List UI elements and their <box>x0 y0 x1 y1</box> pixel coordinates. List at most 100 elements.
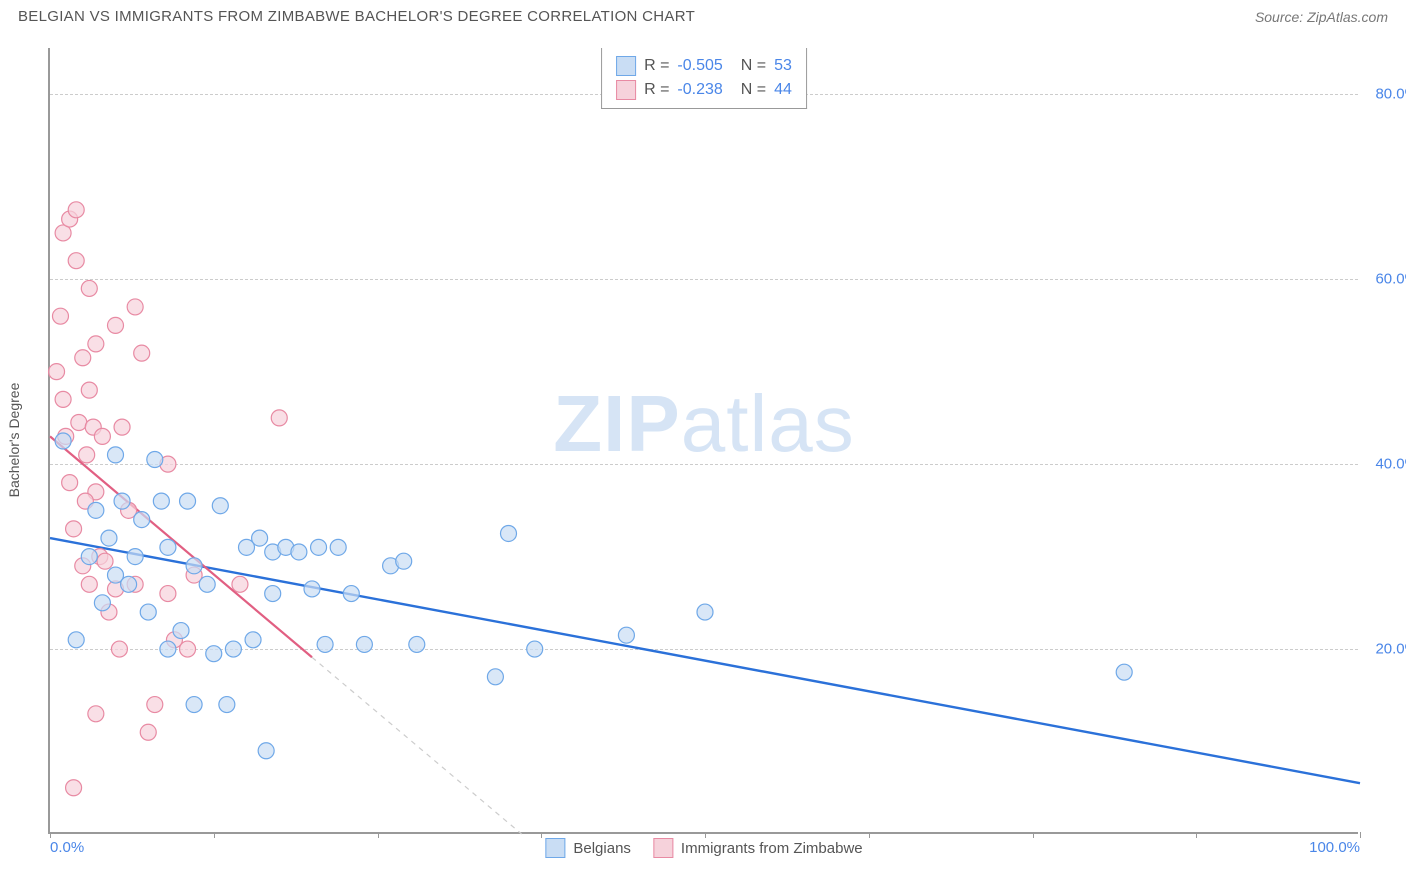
legend-swatch <box>653 838 673 858</box>
data-point <box>304 581 320 597</box>
stats-row: R = -0.505 N = 53 <box>616 54 792 78</box>
data-point <box>68 632 84 648</box>
data-point <box>206 646 222 662</box>
legend-item: Belgians <box>545 838 631 858</box>
data-point <box>88 336 104 352</box>
data-point <box>409 636 425 652</box>
r-label: R = <box>644 54 669 78</box>
y-tick-label: 80.0% <box>1363 86 1406 103</box>
data-point <box>1116 664 1132 680</box>
bottom-legend: Belgians Immigrants from Zimbabwe <box>545 838 862 858</box>
data-point <box>52 308 68 324</box>
data-point <box>343 586 359 602</box>
data-point <box>140 604 156 620</box>
n-label: N = <box>741 78 766 102</box>
data-point <box>186 558 202 574</box>
data-point <box>258 743 274 759</box>
legend-swatch <box>545 838 565 858</box>
data-point <box>108 447 124 463</box>
data-point <box>66 521 82 537</box>
data-point <box>501 525 517 541</box>
data-point <box>160 539 176 555</box>
data-point <box>79 447 95 463</box>
data-point <box>75 350 91 366</box>
legend-label: Belgians <box>573 840 631 857</box>
data-point <box>88 706 104 722</box>
data-point <box>173 623 189 639</box>
data-point <box>311 539 327 555</box>
r-value: -0.238 <box>677 78 722 102</box>
data-point <box>97 553 113 569</box>
chart-source: Source: ZipAtlas.com <box>1255 9 1388 25</box>
data-point <box>291 544 307 560</box>
x-tick-mark <box>541 832 542 838</box>
data-point <box>81 576 97 592</box>
data-point <box>111 641 127 657</box>
data-point <box>49 364 65 380</box>
data-point <box>180 641 196 657</box>
legend-swatch <box>616 56 636 76</box>
y-tick-label: 20.0% <box>1363 641 1406 658</box>
y-tick-label: 40.0% <box>1363 456 1406 473</box>
data-point <box>101 530 117 546</box>
data-point <box>147 697 163 713</box>
r-value: -0.505 <box>677 54 722 78</box>
data-point <box>160 586 176 602</box>
data-point <box>81 280 97 296</box>
data-point <box>71 415 87 431</box>
data-point <box>121 576 137 592</box>
data-point <box>225 641 241 657</box>
x-tick-mark <box>1033 832 1034 838</box>
data-point <box>356 636 372 652</box>
data-point <box>153 493 169 509</box>
data-point <box>94 595 110 611</box>
correlation-stats-box: R = -0.505 N = 53R = -0.238 N = 44 <box>601 48 807 109</box>
data-point <box>94 428 110 444</box>
data-point <box>232 576 248 592</box>
data-point <box>88 502 104 518</box>
data-point <box>114 419 130 435</box>
data-point <box>252 530 268 546</box>
data-point <box>317 636 333 652</box>
data-point <box>68 253 84 269</box>
data-point <box>81 549 97 565</box>
n-value: 44 <box>774 78 792 102</box>
n-label: N = <box>741 54 766 78</box>
data-point <box>199 576 215 592</box>
data-point <box>487 669 503 685</box>
data-point <box>271 410 287 426</box>
data-point <box>245 632 261 648</box>
n-value: 53 <box>774 54 792 78</box>
legend-swatch <box>616 80 636 100</box>
x-tick-label: 100.0% <box>1309 839 1360 856</box>
data-point <box>66 780 82 796</box>
data-point <box>265 586 281 602</box>
trend-line-extrapolated <box>312 657 522 834</box>
data-point <box>219 697 235 713</box>
x-tick-mark <box>214 832 215 838</box>
data-point <box>147 451 163 467</box>
chart-plot-area: Bachelor's Degree ZIPatlas 20.0%40.0%60.… <box>48 48 1358 834</box>
data-point <box>186 697 202 713</box>
chart-title: BELGIAN VS IMMIGRANTS FROM ZIMBABWE BACH… <box>18 8 695 25</box>
chart-header: BELGIAN VS IMMIGRANTS FROM ZIMBABWE BACH… <box>0 0 1406 25</box>
data-point <box>697 604 713 620</box>
legend-item: Immigrants from Zimbabwe <box>653 838 863 858</box>
x-tick-mark <box>1360 832 1361 838</box>
data-point <box>127 549 143 565</box>
y-axis-label: Bachelor's Degree <box>6 383 22 498</box>
x-tick-mark <box>50 832 51 838</box>
data-point <box>134 512 150 528</box>
data-point <box>108 317 124 333</box>
data-point <box>180 493 196 509</box>
x-tick-mark <box>869 832 870 838</box>
legend-label: Immigrants from Zimbabwe <box>681 840 863 857</box>
data-point <box>527 641 543 657</box>
data-point <box>618 627 634 643</box>
data-point <box>160 641 176 657</box>
data-point <box>134 345 150 361</box>
data-point <box>127 299 143 315</box>
data-point <box>55 391 71 407</box>
data-point <box>68 202 84 218</box>
data-point <box>330 539 346 555</box>
